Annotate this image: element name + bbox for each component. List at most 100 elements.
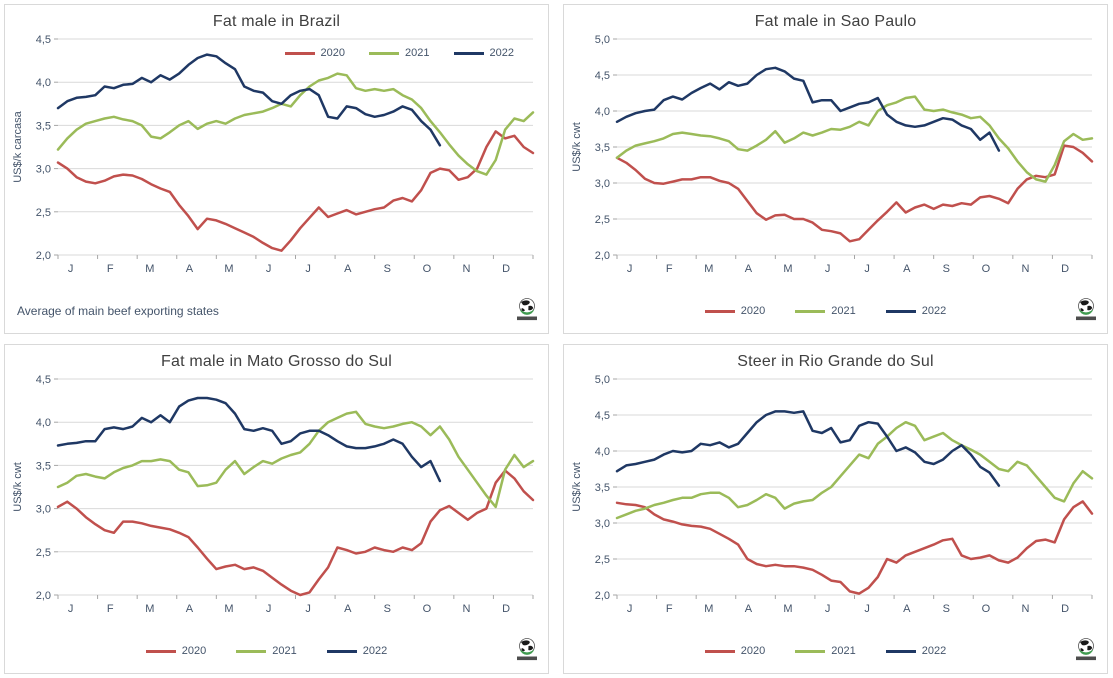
y-axis-title: US$/k cwt bbox=[571, 462, 583, 512]
chart-title: Fat male in Mato Grosso do Sul bbox=[161, 353, 392, 370]
legend-label: 2020 bbox=[320, 47, 346, 59]
x-month-label: A bbox=[745, 263, 753, 275]
globe-logo-icon bbox=[1075, 297, 1097, 326]
legend-item-2021: 2021 bbox=[369, 47, 430, 59]
y-axis-title: US$/k cwt bbox=[12, 462, 24, 512]
legend-label: 2020 bbox=[740, 645, 766, 657]
y-tick-label: 3,0 bbox=[595, 518, 610, 530]
y-tick-label: 2,5 bbox=[595, 214, 610, 226]
legend-label: 2021 bbox=[831, 305, 856, 317]
chart-panel-mato-grosso: Fat male in Mato Grosso do Sul 2,0 2,5 3,0… bbox=[4, 344, 549, 674]
x-month-label: O bbox=[423, 263, 432, 275]
x-month-label: J bbox=[864, 263, 870, 275]
legend-label: 2022 bbox=[489, 47, 514, 59]
line-chart-mato-grosso: 2,0 2,5 3,0 3,5 4,0 4,5 J F M A M J J A S O N D US$/k cwt bbox=[12, 374, 535, 615]
legend-label: 2020 bbox=[181, 645, 207, 657]
x-month-label: O bbox=[423, 603, 432, 615]
legend-swatch-2020 bbox=[284, 51, 315, 55]
series-line-2021 bbox=[615, 420, 1094, 520]
x-month-label: D bbox=[1061, 603, 1069, 615]
x-month-label: D bbox=[502, 603, 510, 615]
legend-item-2020: 2020 bbox=[145, 645, 207, 657]
x-month-label: A bbox=[344, 603, 352, 615]
x-month-label: J bbox=[305, 263, 311, 275]
y-tick-label: 3,0 bbox=[36, 164, 51, 176]
globe-logo-icon bbox=[1075, 637, 1097, 666]
x-month-label: A bbox=[745, 603, 753, 615]
x-month-label: J bbox=[305, 603, 311, 615]
x-month-label: O bbox=[982, 603, 991, 615]
legend-label: 2022 bbox=[362, 645, 388, 657]
x-month-label: M bbox=[145, 263, 154, 275]
x-month-label: N bbox=[1022, 603, 1030, 615]
legend-item-2022: 2022 bbox=[326, 645, 388, 657]
chart-footer: 2020 2021 2022 bbox=[17, 634, 538, 668]
x-month-label: S bbox=[943, 603, 950, 615]
x-month-label: O bbox=[982, 263, 991, 275]
y-tick-label: 2,0 bbox=[595, 250, 610, 262]
x-month-label: D bbox=[1061, 263, 1069, 275]
line-chart-sao-paulo: 2,0 2,5 3,0 3,5 4,0 4,5 5,0 J F M A M J J A S O N D US$/k c… bbox=[571, 34, 1094, 275]
legend-label: 2022 bbox=[921, 645, 947, 657]
x-month-label: J bbox=[266, 263, 272, 275]
y-tick-label: 4,0 bbox=[595, 446, 610, 458]
legend-swatch-2021 bbox=[236, 649, 267, 653]
legend-item-2020: 2020 bbox=[284, 47, 346, 59]
series-line-2022 bbox=[615, 66, 1001, 152]
legend-label: 2020 bbox=[740, 305, 766, 317]
x-month-label: S bbox=[384, 263, 391, 275]
legend-item-2022: 2022 bbox=[453, 47, 514, 59]
x-month-label: J bbox=[68, 263, 74, 275]
series-line-2021 bbox=[615, 95, 1094, 183]
y-tick-label: 2,0 bbox=[36, 250, 51, 262]
x-month-label: A bbox=[903, 603, 911, 615]
x-month-label: M bbox=[704, 603, 713, 615]
y-axis-title: US$/k cwt bbox=[571, 122, 583, 172]
y-tick-label: 4,5 bbox=[595, 410, 610, 422]
x-month-label: N bbox=[463, 263, 471, 275]
x-month-label: D bbox=[502, 263, 510, 275]
x-month-label: M bbox=[224, 263, 233, 275]
y-tick-label: 2,0 bbox=[595, 590, 610, 602]
legend-label: 2021 bbox=[831, 645, 856, 657]
x-month-label: M bbox=[783, 603, 792, 615]
y-tick-label: 4,5 bbox=[36, 34, 51, 46]
chart-title: Fat male in Sao Paulo bbox=[754, 13, 917, 30]
chart-footer: Average of main beef exporting states bbox=[17, 294, 538, 328]
legend-item-2020: 2020 bbox=[704, 645, 766, 657]
legend-swatch-2022 bbox=[885, 309, 916, 313]
series-line-2021 bbox=[56, 72, 535, 176]
x-month-label: J bbox=[627, 263, 633, 275]
y-tick-label: 5,0 bbox=[595, 34, 610, 46]
y-tick-label: 3,5 bbox=[595, 482, 610, 494]
chart-footer: 2020 2021 2022 bbox=[576, 634, 1097, 668]
legend-swatch-2021 bbox=[369, 51, 400, 55]
legend-item-2021: 2021 bbox=[236, 645, 297, 657]
y-tick-label: 2,5 bbox=[36, 207, 51, 219]
legend-swatch-2021 bbox=[795, 649, 826, 653]
chart-panel-sao-paulo: Fat male in Sao Paulo 2,0 2,5 3,0 3,5 4,0 4,5… bbox=[563, 4, 1108, 334]
x-month-label: N bbox=[463, 603, 471, 615]
series-line-2022 bbox=[615, 410, 1001, 487]
y-tick-label: 4,5 bbox=[595, 70, 610, 82]
legend-label: 2021 bbox=[272, 645, 297, 657]
x-month-label: J bbox=[864, 603, 870, 615]
x-month-label: F bbox=[107, 263, 114, 275]
x-month-label: M bbox=[224, 603, 233, 615]
y-tick-label: 3,5 bbox=[36, 120, 51, 132]
series-line-2020 bbox=[56, 469, 535, 597]
y-tick-label: 4,0 bbox=[595, 106, 610, 118]
chart-panel-rio-grande: Steer in Rio Grande do Sul 2,0 2,5 3,0 3,5 4… bbox=[563, 344, 1108, 674]
series-line-2022 bbox=[56, 53, 442, 147]
chart-title: Steer in Rio Grande do Sul bbox=[737, 353, 934, 370]
globe-logo-icon bbox=[516, 637, 538, 666]
series-line-2022 bbox=[56, 396, 442, 483]
legend: 2020 2021 2022 bbox=[284, 47, 514, 59]
legend: 2020 2021 2022 bbox=[17, 645, 516, 657]
chart-footer: 2020 2021 2022 bbox=[576, 294, 1097, 328]
legend-swatch-2022 bbox=[326, 649, 357, 653]
y-tick-label: 4,0 bbox=[36, 417, 51, 429]
legend-swatch-2022 bbox=[453, 51, 484, 55]
x-month-label: M bbox=[783, 263, 792, 275]
